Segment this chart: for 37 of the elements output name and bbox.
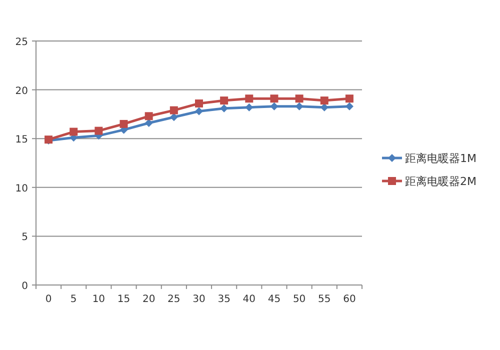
point xyxy=(245,94,254,103)
point xyxy=(220,96,228,105)
x-tick-label: 20 xyxy=(142,294,156,305)
x-tick-label: 40 xyxy=(242,294,256,305)
point xyxy=(345,94,354,103)
point xyxy=(320,96,328,105)
point xyxy=(94,126,103,135)
x-tick-label: 25 xyxy=(168,294,180,305)
x-tick-label: 30 xyxy=(192,294,206,305)
point xyxy=(295,102,304,110)
legend-label: 距离电暖器1M xyxy=(405,152,476,165)
point xyxy=(195,99,203,108)
x-tick-label: 0 xyxy=(45,294,52,305)
point xyxy=(170,113,178,122)
x-tick-label: 50 xyxy=(292,294,306,305)
point xyxy=(170,106,178,114)
y-tick-label: 20 xyxy=(15,86,28,97)
x-tick-label: 5 xyxy=(70,294,77,305)
x-tick-label: 35 xyxy=(218,294,230,305)
legend-label: 距离电暖器2M xyxy=(405,175,476,188)
point xyxy=(270,102,278,110)
y-tick-label: 5 xyxy=(22,232,28,244)
x-tick-label: 55 xyxy=(318,294,331,305)
point xyxy=(195,107,203,116)
y-tick-label: 15 xyxy=(15,134,28,146)
point xyxy=(70,128,78,136)
point xyxy=(120,120,128,128)
x-tick-label: 45 xyxy=(268,294,281,305)
point xyxy=(295,94,304,103)
y-tick-label: 0 xyxy=(22,281,28,292)
y-tick-label: 10 xyxy=(15,183,28,194)
x-tick-label: 15 xyxy=(117,294,130,305)
point xyxy=(270,94,278,103)
point xyxy=(144,112,153,120)
x-tick-label: 10 xyxy=(92,294,106,305)
x-tick-label: 60 xyxy=(343,294,356,305)
y-tick-label: 25 xyxy=(15,37,28,48)
